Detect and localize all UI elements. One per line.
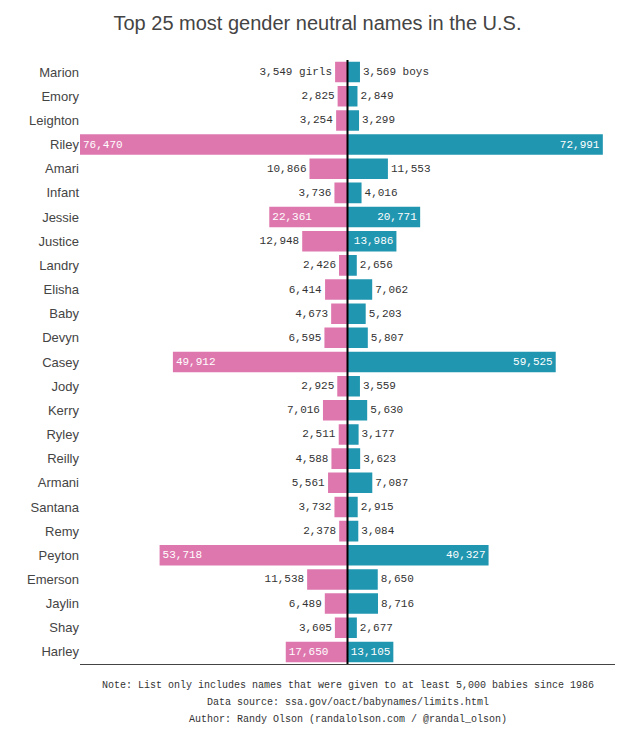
svg-text:Devyn: Devyn xyxy=(42,330,79,345)
svg-text:Author: Randy Olson (randalols: Author: Randy Olson (randalolson.com / @… xyxy=(189,714,507,725)
svg-text:5,807: 5,807 xyxy=(371,332,404,344)
svg-text:3,569 boys: 3,569 boys xyxy=(363,66,429,78)
svg-text:10,866: 10,866 xyxy=(267,163,307,175)
svg-text:Landry: Landry xyxy=(39,258,79,273)
svg-text:2,378: 2,378 xyxy=(303,525,336,537)
svg-text:5,630: 5,630 xyxy=(370,404,403,416)
svg-text:3,084: 3,084 xyxy=(361,525,394,537)
svg-text:Amari: Amari xyxy=(45,161,79,176)
svg-text:13,986: 13,986 xyxy=(354,235,394,247)
svg-text:Note: List only includes names: Note: List only includes names that were… xyxy=(102,680,594,691)
svg-text:Peyton: Peyton xyxy=(39,548,79,563)
svg-text:3,254: 3,254 xyxy=(300,114,333,126)
svg-text:Santana: Santana xyxy=(31,500,80,515)
svg-text:2,849: 2,849 xyxy=(360,90,393,102)
svg-text:5,561: 5,561 xyxy=(292,477,325,489)
svg-text:2,656: 2,656 xyxy=(360,259,393,271)
svg-text:3,299: 3,299 xyxy=(362,114,395,126)
svg-text:40,327: 40,327 xyxy=(446,549,486,561)
svg-text:22,361: 22,361 xyxy=(272,211,312,223)
svg-text:2,925: 2,925 xyxy=(301,380,334,392)
svg-text:Top 25 most gender neutral nam: Top 25 most gender neutral names in the … xyxy=(113,12,521,34)
svg-text:11,538: 11,538 xyxy=(265,573,305,585)
svg-text:3,623: 3,623 xyxy=(363,453,396,465)
svg-text:Leighton: Leighton xyxy=(29,113,79,128)
svg-text:8,716: 8,716 xyxy=(381,598,414,610)
svg-text:53,718: 53,718 xyxy=(163,549,203,561)
svg-text:5,203: 5,203 xyxy=(369,308,402,320)
svg-text:6,595: 6,595 xyxy=(288,332,321,344)
svg-text:Infant: Infant xyxy=(46,185,79,200)
svg-text:72,991: 72,991 xyxy=(560,139,600,151)
svg-text:Shay: Shay xyxy=(49,620,79,635)
svg-text:3,559: 3,559 xyxy=(363,380,396,392)
svg-text:Emerson: Emerson xyxy=(27,572,79,587)
svg-text:76,470: 76,470 xyxy=(83,139,123,151)
svg-text:7,016: 7,016 xyxy=(287,404,320,416)
svg-text:Jessie: Jessie xyxy=(42,210,79,225)
svg-text:Ryley: Ryley xyxy=(46,427,79,442)
svg-text:20,771: 20,771 xyxy=(377,211,417,223)
svg-text:Riley: Riley xyxy=(50,137,79,152)
svg-text:3,732: 3,732 xyxy=(298,501,331,513)
svg-text:Jaylin: Jaylin xyxy=(46,596,79,611)
svg-text:8,650: 8,650 xyxy=(381,573,414,585)
svg-text:Emory: Emory xyxy=(41,89,79,104)
svg-text:Kerry: Kerry xyxy=(48,403,80,418)
svg-text:6,414: 6,414 xyxy=(289,284,322,296)
svg-text:Jody: Jody xyxy=(52,379,80,394)
svg-text:Marion: Marion xyxy=(39,65,79,80)
svg-text:2,825: 2,825 xyxy=(302,90,335,102)
svg-text:Armani: Armani xyxy=(38,475,79,490)
svg-text:3,736: 3,736 xyxy=(298,187,331,199)
svg-text:3,549 girls: 3,549 girls xyxy=(259,66,332,78)
svg-text:3,177: 3,177 xyxy=(362,428,395,440)
svg-text:6,489: 6,489 xyxy=(289,598,322,610)
svg-text:4,673: 4,673 xyxy=(295,308,328,320)
svg-text:17,650: 17,650 xyxy=(289,646,329,658)
svg-text:13,105: 13,105 xyxy=(351,646,391,658)
svg-text:Reilly: Reilly xyxy=(47,451,79,466)
svg-text:12,948: 12,948 xyxy=(260,235,300,247)
svg-text:3,605: 3,605 xyxy=(299,622,332,634)
svg-text:2,426: 2,426 xyxy=(303,259,336,271)
svg-text:Casey: Casey xyxy=(42,355,79,370)
svg-text:Elisha: Elisha xyxy=(44,282,80,297)
svg-text:7,087: 7,087 xyxy=(375,477,408,489)
svg-text:49,912: 49,912 xyxy=(176,356,216,368)
svg-text:2,677: 2,677 xyxy=(360,622,393,634)
svg-text:2,511: 2,511 xyxy=(302,428,335,440)
svg-text:59,525: 59,525 xyxy=(513,356,553,368)
svg-text:11,553: 11,553 xyxy=(391,163,431,175)
svg-text:2,915: 2,915 xyxy=(361,501,394,513)
svg-text:Harley: Harley xyxy=(41,644,79,659)
svg-text:Baby: Baby xyxy=(49,306,79,321)
svg-text:7,062: 7,062 xyxy=(375,284,408,296)
svg-text:4,588: 4,588 xyxy=(295,453,328,465)
svg-text:Justice: Justice xyxy=(39,234,79,249)
svg-text:4,016: 4,016 xyxy=(365,187,398,199)
svg-text:Data source: ssa.gov/oact/baby: Data source: ssa.gov/oact/babynames/limi… xyxy=(207,697,489,708)
svg-text:Remy: Remy xyxy=(45,524,79,539)
